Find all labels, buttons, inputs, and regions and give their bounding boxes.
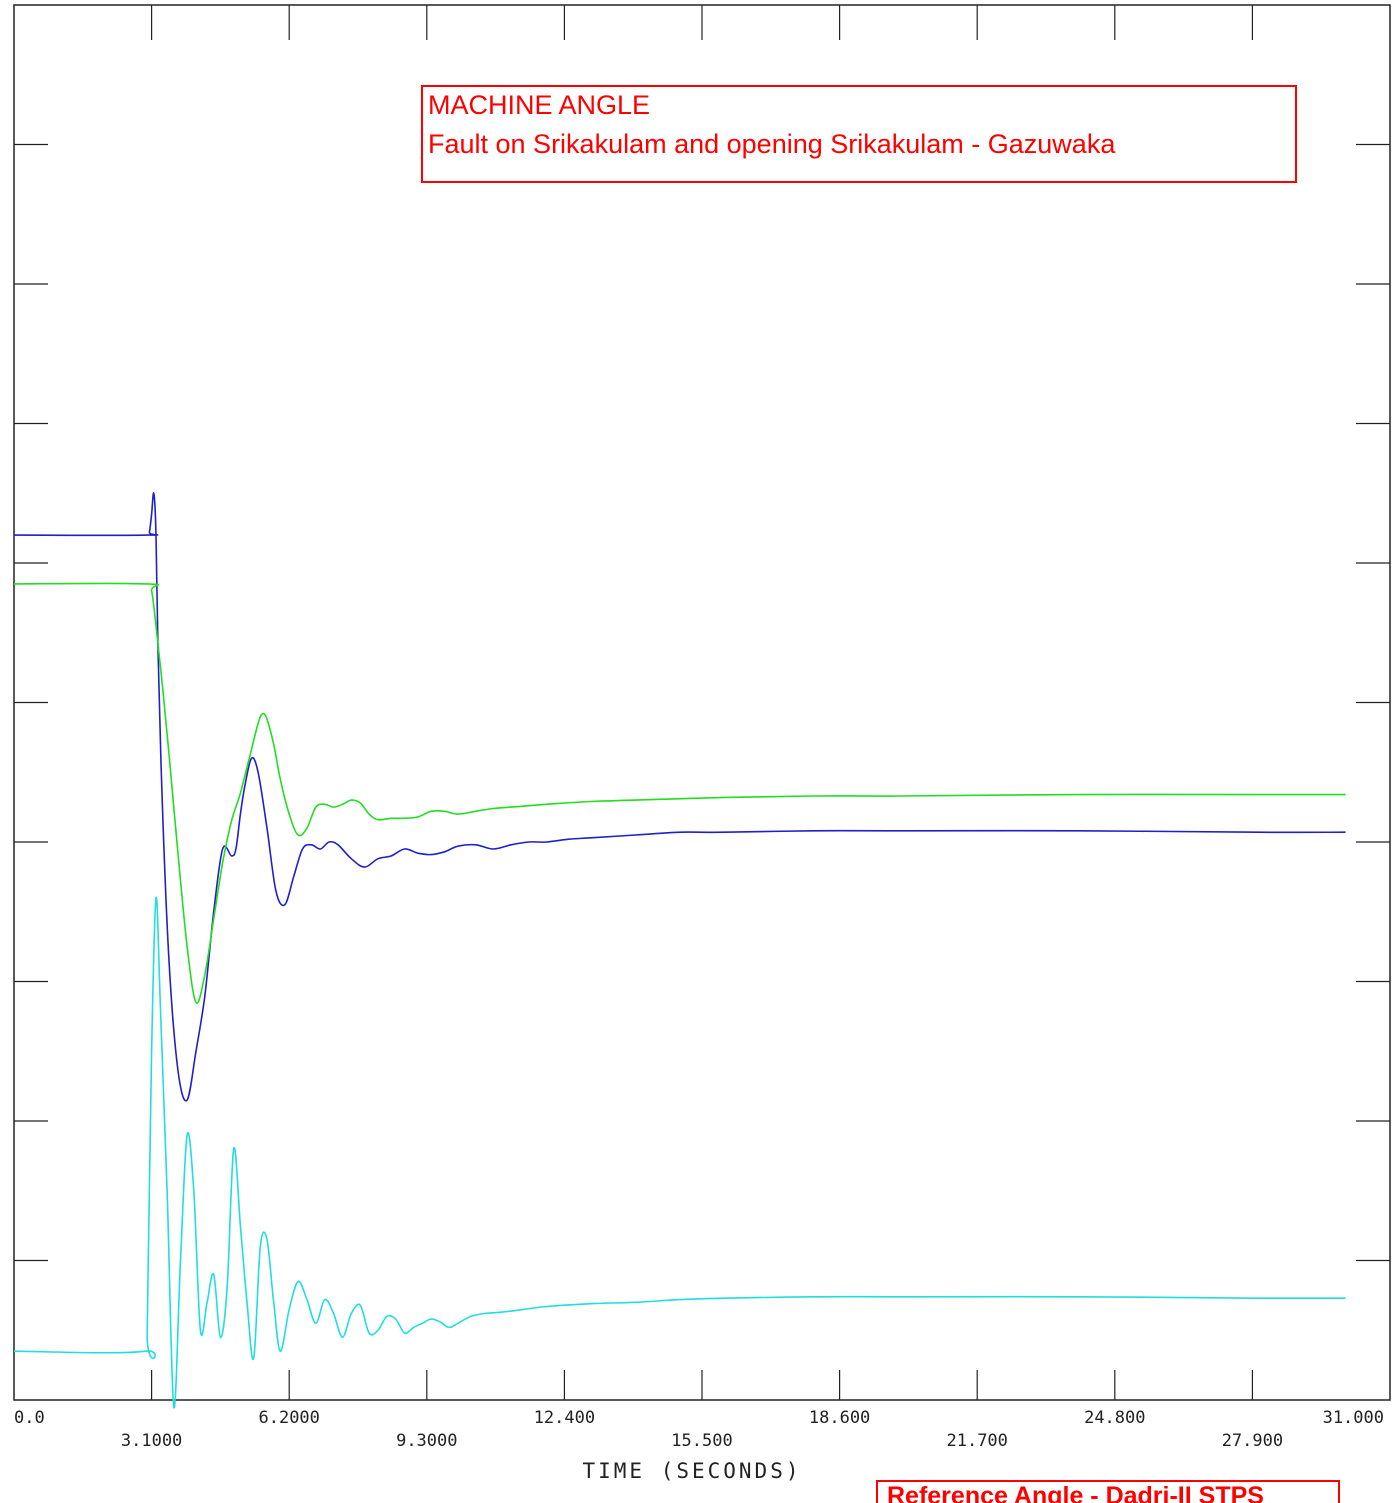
x-tick-label: 27.900: [1222, 1431, 1283, 1451]
axis-ticks: [14, 5, 1390, 1400]
x-tick-label: 6.2000: [258, 1408, 319, 1428]
x-tick-label: 24.800: [1084, 1408, 1145, 1428]
x-tick-label: 3.1000: [121, 1431, 182, 1451]
x-tick-label: 9.3000: [396, 1431, 457, 1451]
series-line-1: [13, 492, 1346, 1102]
x-tick-label: 31.000: [1323, 1408, 1384, 1428]
annotation-box: MACHINE ANGLE Fault on Srikakulam and op…: [421, 85, 1297, 183]
annotation-line-2: Fault on Srikakulam and opening Srikakul…: [428, 129, 1116, 159]
x-tick-labels: 0.0 3.1000 6.2000 9.3000 12.400 15.500 18.600 2…: [14, 1408, 1384, 1451]
series-layer: [13, 492, 1346, 1409]
x-tick-label: 21.700: [946, 1431, 1007, 1451]
x-tick-label: 12.400: [534, 1408, 595, 1428]
x-axis-label: TIME (SECONDS): [582, 1459, 801, 1483]
plot-frame: [13, 4, 1391, 1401]
reference-note-frame: [876, 1480, 1340, 1503]
x-tick-label: 15.500: [671, 1431, 732, 1451]
series-line-3: [13, 896, 1346, 1409]
reference-note: Reference Angle - Dadri-II STPS: [887, 1482, 1264, 1503]
reference-note-box: Reference Angle - Dadri-II STPS: [876, 1480, 1340, 1503]
series-line-2: [13, 582, 1346, 1004]
annotation-line-1: MACHINE ANGLE: [428, 90, 650, 120]
x-tick-label: 0.0: [14, 1408, 45, 1428]
annotation-frame: [421, 85, 1297, 183]
x-tick-label: 18.600: [809, 1408, 870, 1428]
